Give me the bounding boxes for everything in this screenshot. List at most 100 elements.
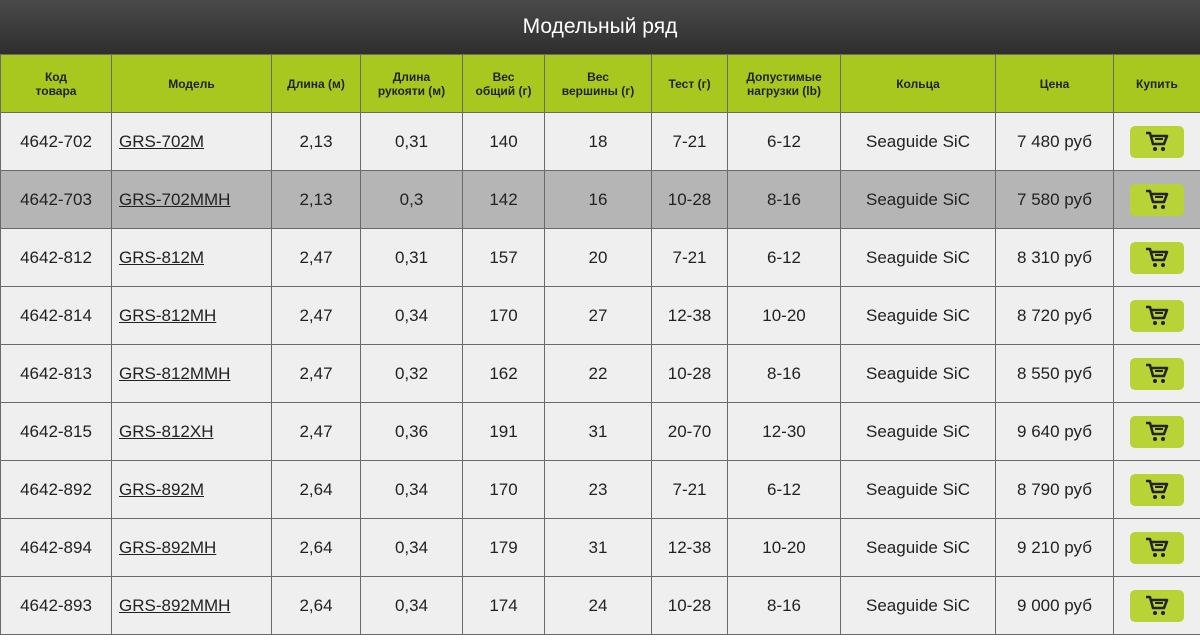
table-cell: Seaguide SiC bbox=[840, 112, 996, 171]
buy-cell bbox=[1113, 286, 1200, 345]
column-header: Купить bbox=[1113, 54, 1200, 113]
table-cell: 8-16 bbox=[727, 344, 841, 403]
column-header: Цена bbox=[995, 54, 1114, 113]
model-link[interactable]: GRS-812MH bbox=[119, 305, 217, 325]
cart-button[interactable] bbox=[1130, 415, 1184, 448]
model-link[interactable]: GRS-812M bbox=[119, 247, 205, 267]
table-cell: Seaguide SiC bbox=[840, 576, 996, 635]
title-bar: Модельный ряд bbox=[0, 0, 1200, 54]
table-cell: 0,34 bbox=[360, 576, 463, 635]
table-cell: 8 790 руб bbox=[995, 460, 1114, 519]
table-cell: 2,13 bbox=[271, 170, 361, 229]
table-cell: 0,3 bbox=[360, 170, 463, 229]
table-cell: 0,34 bbox=[360, 460, 463, 519]
cart-button[interactable] bbox=[1130, 241, 1184, 274]
table-cell: 20 bbox=[544, 228, 652, 287]
table-row: 4642-703 GRS-702MMH 2,13 0,3 142 16 10-28 8-16 S… bbox=[0, 170, 1200, 229]
cart-button[interactable] bbox=[1130, 589, 1184, 622]
table-cell: 4642-813 bbox=[0, 344, 112, 403]
model-cell: GRS-702M bbox=[111, 112, 272, 171]
table-cell: Seaguide SiC bbox=[840, 344, 996, 403]
table-cell: 8-16 bbox=[727, 170, 841, 229]
table-cell: 10-28 bbox=[651, 170, 728, 229]
table-row: 4642-815 GRS-812XH 2,47 0,36 191 31 20-70 12-30… bbox=[0, 402, 1200, 461]
buy-cell bbox=[1113, 518, 1200, 577]
cart-icon bbox=[1146, 363, 1169, 383]
table-cell: 170 bbox=[462, 286, 545, 345]
column-header: Длина (м) bbox=[271, 54, 361, 113]
table-row: 4642-892 GRS-892M 2,64 0,34 170 23 7-21 6-12 Sea… bbox=[0, 460, 1200, 519]
model-table: Код товара Модель Длина (м) Длина рукояти (… bbox=[0, 54, 1200, 635]
model-link[interactable]: GRS-892MH bbox=[119, 537, 217, 557]
table-cell: 7 580 руб bbox=[995, 170, 1114, 229]
table-row: 4642-894 GRS-892MH 2,64 0,34 179 31 12-38 10-20… bbox=[0, 518, 1200, 577]
table-cell: 2,47 bbox=[271, 402, 361, 461]
column-header: Вес общий (г) bbox=[462, 54, 545, 113]
table-cell: Seaguide SiC bbox=[840, 228, 996, 287]
table-cell: 8 720 руб bbox=[995, 286, 1114, 345]
table-cell: 170 bbox=[462, 460, 545, 519]
cart-button[interactable] bbox=[1130, 125, 1184, 158]
model-cell: GRS-892M bbox=[111, 460, 272, 519]
table-cell: 0,31 bbox=[360, 112, 463, 171]
table-cell: 12-38 bbox=[651, 518, 728, 577]
cart-button[interactable] bbox=[1130, 299, 1184, 332]
cart-icon bbox=[1146, 305, 1169, 325]
cart-button[interactable] bbox=[1130, 183, 1184, 216]
buy-cell bbox=[1113, 228, 1200, 287]
cart-icon bbox=[1146, 421, 1169, 441]
table-cell: 157 bbox=[462, 228, 545, 287]
cart-icon bbox=[1146, 247, 1169, 267]
cart-icon bbox=[1146, 479, 1169, 499]
column-header: Модель bbox=[111, 54, 272, 113]
cart-button[interactable] bbox=[1130, 531, 1184, 564]
table-cell: 174 bbox=[462, 576, 545, 635]
table-cell: 7-21 bbox=[651, 112, 728, 171]
cart-icon bbox=[1146, 189, 1169, 209]
table-cell: 9 210 руб bbox=[995, 518, 1114, 577]
table-cell: 4642-702 bbox=[0, 112, 112, 171]
table-cell: 0,32 bbox=[360, 344, 463, 403]
model-link[interactable]: GRS-892MMH bbox=[119, 595, 231, 615]
column-header: Кольца bbox=[840, 54, 996, 113]
cart-button[interactable] bbox=[1130, 473, 1184, 506]
model-link[interactable]: GRS-812XH bbox=[119, 421, 214, 441]
table-cell: 12-30 bbox=[727, 402, 841, 461]
header-row: Код товара Модель Длина (м) Длина рукояти (… bbox=[0, 54, 1200, 113]
model-cell: GRS-812MMH bbox=[111, 344, 272, 403]
buy-cell bbox=[1113, 170, 1200, 229]
buy-cell bbox=[1113, 402, 1200, 461]
model-link[interactable]: GRS-892M bbox=[119, 479, 205, 499]
column-header: Код товара bbox=[0, 54, 112, 113]
table-cell: 27 bbox=[544, 286, 652, 345]
table-row: 4642-814 GRS-812MH 2,47 0,34 170 27 12-38 10-20… bbox=[0, 286, 1200, 345]
table-cell: Seaguide SiC bbox=[840, 170, 996, 229]
table-cell: 0,31 bbox=[360, 228, 463, 287]
table-cell: 6-12 bbox=[727, 228, 841, 287]
table-cell: 7-21 bbox=[651, 228, 728, 287]
table-cell: Seaguide SiC bbox=[840, 460, 996, 519]
model-link[interactable]: GRS-812MMH bbox=[119, 363, 231, 383]
table-cell: 191 bbox=[462, 402, 545, 461]
model-cell: GRS-892MMH bbox=[111, 576, 272, 635]
title: Модельный ряд bbox=[522, 15, 678, 38]
table-cell: 18 bbox=[544, 112, 652, 171]
buy-cell bbox=[1113, 460, 1200, 519]
model-link[interactable]: GRS-702MMH bbox=[119, 189, 231, 209]
model-link[interactable]: GRS-702M bbox=[119, 131, 205, 151]
table-cell: 8 310 руб bbox=[995, 228, 1114, 287]
table-cell: 9 000 руб bbox=[995, 576, 1114, 635]
model-cell: GRS-812M bbox=[111, 228, 272, 287]
table-cell: 4642-892 bbox=[0, 460, 112, 519]
table-cell: Seaguide SiC bbox=[840, 286, 996, 345]
table-row: 4642-813 GRS-812MMH 2,47 0,32 162 22 10-28 8-16… bbox=[0, 344, 1200, 403]
table-cell: 2,64 bbox=[271, 576, 361, 635]
model-cell: GRS-702MMH bbox=[111, 170, 272, 229]
table-row: 4642-893 GRS-892MMH 2,64 0,34 174 24 10-28 8-16… bbox=[0, 576, 1200, 635]
cart-button[interactable] bbox=[1130, 357, 1184, 390]
table-cell: 6-12 bbox=[727, 460, 841, 519]
column-header: Длина рукояти (м) bbox=[360, 54, 463, 113]
table-row: 4642-702 GRS-702M 2,13 0,31 140 18 7-21 6-12 Sea… bbox=[0, 112, 1200, 171]
cart-icon bbox=[1146, 131, 1169, 151]
